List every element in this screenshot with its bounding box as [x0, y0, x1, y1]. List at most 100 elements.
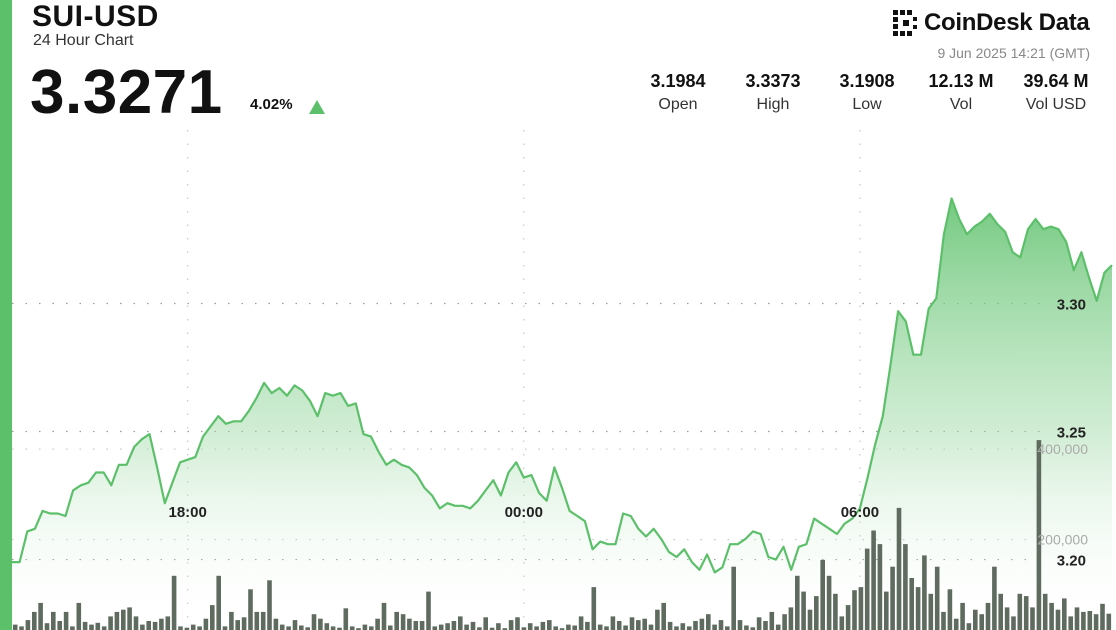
volume-bar [1030, 607, 1035, 630]
volume-bar [95, 622, 101, 630]
volume-bar [953, 618, 959, 630]
volume-tick-label: 200,000 [1037, 532, 1088, 548]
volume-bar [127, 607, 132, 630]
volume-bar [12, 624, 18, 630]
volume-bar [756, 617, 762, 630]
volume-bar [699, 618, 705, 630]
volume-bar [146, 621, 151, 630]
volume-bar [674, 626, 679, 630]
volume-bar [922, 555, 927, 630]
price-tick-label: 3.30 [1057, 296, 1086, 313]
volume-bar [1042, 593, 1048, 630]
volume-bar [775, 624, 781, 630]
volume-bar [572, 625, 577, 630]
volume-bar [197, 626, 202, 630]
volume-bar [845, 605, 851, 630]
volume-bar [407, 618, 412, 630]
volume-bar [947, 589, 953, 630]
stat-low: 3.1908 Low [819, 70, 915, 116]
volume-bar [655, 609, 660, 630]
volume-bar [318, 618, 323, 630]
volume-bar [1017, 593, 1023, 630]
volume-bar [235, 620, 240, 630]
volume-bar [190, 624, 196, 630]
price-tick-label: 3.25 [1057, 425, 1086, 442]
volume-bar [349, 626, 355, 630]
volume-bar [152, 621, 158, 630]
volume-bar [1093, 614, 1099, 630]
volume-bar [451, 621, 457, 630]
volume-bar [839, 616, 845, 630]
volume-bar [222, 626, 228, 630]
time-tick-label: 18:00 [169, 504, 207, 521]
volume-bar [1074, 607, 1080, 630]
volume-bar [1004, 607, 1010, 630]
volume-bar [337, 627, 342, 630]
volume-bar [788, 607, 794, 630]
price-area [12, 198, 1112, 630]
volume-bar [744, 625, 749, 630]
volume-bar [534, 626, 539, 630]
volume-bar [82, 621, 88, 630]
volume-bar [896, 507, 902, 630]
volume-bar [877, 544, 883, 630]
volume-bar [470, 621, 476, 630]
current-price: 3.3271 [30, 58, 223, 127]
volume-bar [76, 602, 82, 630]
volume-bars [12, 440, 1112, 630]
volume-bar [903, 544, 908, 630]
volume-bar [299, 625, 304, 630]
volume-bar [375, 618, 380, 630]
volume-bar [114, 611, 120, 630]
brand-name: CoinDesk Data [924, 9, 1090, 36]
axis-labels: 3.20 3.25 3.30 200,000 400,000 18:00 00:00 06:0… [169, 296, 1089, 569]
volume-bar [260, 611, 266, 630]
volume-bar [712, 624, 717, 630]
stat-open-value: 3.1984 [650, 71, 706, 91]
volume-bar [286, 626, 291, 630]
stat-vol-label: Vol [949, 96, 973, 113]
volume-bar [184, 627, 190, 630]
volume-bar [585, 621, 590, 630]
volume-bar [38, 602, 43, 630]
volume-bar [1068, 616, 1073, 630]
volume-bar [604, 626, 609, 630]
volume-bar [864, 548, 870, 630]
volume-bar [934, 566, 940, 630]
volume-bar [178, 626, 183, 630]
volume-bar [311, 614, 317, 630]
volume-bar [782, 614, 787, 630]
volume-bar [578, 616, 584, 630]
volume-bar [623, 625, 628, 630]
volume-bar [979, 614, 984, 630]
volume-bar [597, 624, 603, 630]
volume-bar [801, 591, 806, 630]
timestamp: 9 Jun 2025 14:21 (GMT) [937, 45, 1090, 61]
volume-bar [521, 627, 527, 630]
volume-bar [292, 620, 298, 630]
time-tick-label: 00:00 [505, 504, 543, 521]
volume-bar [826, 575, 832, 630]
volume-bar [814, 596, 819, 630]
volume-bar [540, 621, 546, 630]
volume-bar [413, 621, 419, 630]
volume-bar [648, 624, 654, 630]
brand-logo: CoinDesk Data [893, 8, 1090, 38]
volume-bar [267, 580, 272, 630]
volume-bar [750, 627, 756, 630]
volume-bar [140, 624, 145, 630]
volume-bar [330, 626, 336, 630]
volume-bar [566, 624, 571, 630]
volume-bar [1087, 611, 1093, 630]
accent-bar [0, 0, 12, 630]
volume-bar [693, 621, 698, 630]
volume-bar [426, 591, 431, 630]
volume-bar [70, 626, 75, 630]
volume-bar [960, 602, 965, 630]
volume-bar [559, 628, 565, 630]
volume-bar [241, 617, 247, 630]
stat-open-label: Open [658, 96, 698, 113]
stat-low-label: Low [852, 96, 882, 113]
